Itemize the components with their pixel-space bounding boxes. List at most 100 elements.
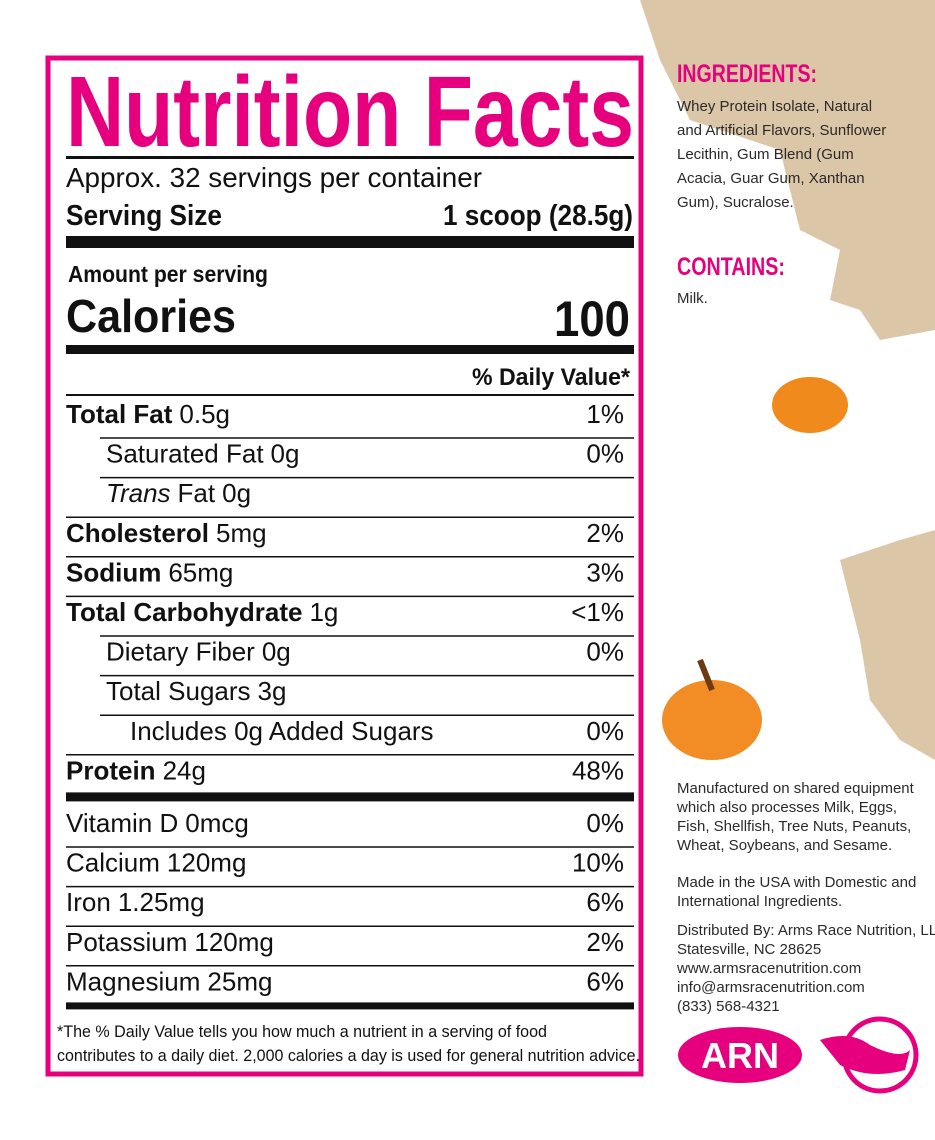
calories-label: Calories [66, 290, 236, 342]
made-in-line: Made in the USA with Domestic and [677, 874, 916, 891]
footnote: contributes to a daily diet. 2,000 calor… [57, 1046, 640, 1065]
daily-value: 0% [586, 716, 624, 746]
nutrient-name: Saturated Fat [106, 439, 264, 469]
nutrient-name: Cholesterol [66, 518, 209, 548]
pumpkin-icon [772, 377, 848, 433]
nutrient-name: Sodium [66, 557, 161, 587]
nutrient-amount: 5mg [216, 518, 267, 548]
logo-text: ARN [701, 1035, 779, 1076]
made-in-line: International Ingredients. [677, 893, 842, 910]
daily-value: 3% [586, 557, 624, 587]
nutrient-row: Saturated Fat 0g [106, 439, 299, 469]
label-border [45, 55, 644, 1077]
vitamin-name: Potassium [66, 927, 187, 957]
logo-globe [820, 1036, 910, 1074]
nutrient-row: Dietary Fiber 0g [106, 637, 291, 667]
nutrient-amount: 0g [222, 478, 251, 508]
nutrient-amount: 1g [309, 597, 338, 627]
rule [66, 156, 634, 159]
distributor-line: Statesville, NC 28625 [677, 941, 821, 958]
nutrient-row: Trans Fat 0g [106, 478, 251, 508]
nutrient-name-italic: Trans [106, 478, 171, 508]
logo-badge [678, 1027, 802, 1083]
dv-header: % Daily Value* [472, 364, 631, 391]
nutrient-name: Total Fat [66, 399, 173, 429]
distributor-line: (833) 568-4321 [677, 998, 780, 1015]
vitamin-name: Magnesium [66, 966, 200, 996]
ingredients-line: Gum), Sucralose. [677, 194, 794, 211]
nutrient-row: Total Sugars 3g [106, 676, 286, 706]
pumpkin-icon [662, 680, 762, 760]
nutrient-amount: 0g [262, 637, 291, 667]
daily-value: 10% [572, 848, 624, 878]
thick-rule [66, 1002, 634, 1010]
daily-value: 2% [586, 518, 624, 548]
nutrient-row: Total Fat 0.5g [66, 399, 230, 429]
ingredients-line: and Artificial Flavors, Sunflower [677, 122, 886, 139]
vitamin-amount: 120mg [194, 927, 274, 957]
nutrient-name: Protein [66, 755, 156, 785]
background-texture [840, 530, 935, 760]
daily-value: 6% [586, 966, 624, 996]
serving-size-label: Serving Size [66, 200, 222, 232]
daily-value: 1% [586, 399, 624, 429]
allergen-line: Wheat, Soybeans, and Sesame. [677, 837, 892, 854]
nutrient-row: Total Carbohydrate 1g [66, 597, 338, 627]
allergen-line: which also processes Milk, Eggs, [676, 799, 897, 816]
title: Nutrition Facts [66, 56, 634, 168]
vitamin-row: Calcium 120mg [66, 848, 246, 878]
daily-value: 0% [586, 637, 624, 667]
serving-size: 1 scoop (28.5g) [443, 200, 633, 232]
vitamin-row: Magnesium 25mg [66, 966, 272, 996]
ingredients-line: Whey Protein Isolate, Natural [677, 98, 872, 115]
nutrient-name: Total Sugars [106, 676, 251, 706]
daily-value: 48% [572, 755, 624, 785]
vitamin-amount: 120mg [167, 848, 247, 878]
footnote: *The % Daily Value tells you how much a … [57, 1022, 547, 1041]
ingredients-title: INGREDIENTS: [677, 60, 817, 88]
vitamin-amount: 25mg [207, 966, 272, 996]
nutrient-amount: 0g [271, 439, 300, 469]
distributor-line: www.armsracenutrition.com [676, 960, 861, 977]
nutrient-amount: 0.5g [179, 399, 230, 429]
nutrient-row: Sodium 65mg [66, 557, 233, 587]
contains: Milk. [677, 290, 708, 307]
contains-title: CONTAINS: [677, 253, 785, 281]
calories: 100 [554, 291, 630, 347]
amount-per-serving: Amount per serving [68, 261, 268, 287]
vitamin-name: Iron [66, 887, 111, 917]
daily-value: 6% [586, 887, 624, 917]
nutrient-row: Cholesterol 5mg [66, 518, 267, 548]
nutrient-amount: 3g [258, 676, 287, 706]
thick-rule [66, 792, 634, 802]
vitamin-name: Vitamin D [66, 808, 178, 838]
nutrient-row: Includes 0g Added Sugars [130, 716, 434, 746]
ingredients-line: Lecithin, Gum Blend (Gum [677, 146, 854, 163]
vitamin-row: Iron 1.25mg [66, 887, 205, 917]
allergen-line: Manufactured on shared equipment [677, 780, 915, 797]
vitamin-amount: 0mcg [185, 808, 249, 838]
vitamin-amount: 1.25mg [118, 887, 205, 917]
vitamin-row: Vitamin D 0mcg [66, 808, 249, 838]
thick-rule [66, 236, 634, 248]
daily-value: 0% [586, 808, 624, 838]
daily-value: 0% [586, 439, 624, 469]
background-texture [640, 0, 935, 340]
nutrient-amount: 24g [163, 755, 206, 785]
vitamin-name: Calcium [66, 848, 160, 878]
nutrient-rows: Total Fat 0.5g 1%Saturated Fat 0g 0%Trans Fat… [66, 399, 634, 1010]
distributor-line: Distributed By: Arms Race Nutrition, LLC [677, 922, 935, 939]
thick-rule [66, 345, 634, 354]
daily-value: <1% [571, 597, 624, 627]
distributor-line: info@armsracenutrition.com [677, 979, 865, 996]
nutrient-name: Total Carbohydrate [66, 597, 302, 627]
nutrient-name: Fat [178, 478, 216, 508]
daily-value: 2% [586, 927, 624, 957]
nutrient-name: Dietary Fiber [106, 637, 255, 667]
allergen-line: Fish, Shellfish, Tree Nuts, Peanuts, [677, 818, 911, 835]
pumpkin-stem [697, 658, 715, 692]
nutrient-amount: 65mg [168, 557, 233, 587]
nutrient-name: Includes 0g Added Sugars [130, 716, 434, 746]
